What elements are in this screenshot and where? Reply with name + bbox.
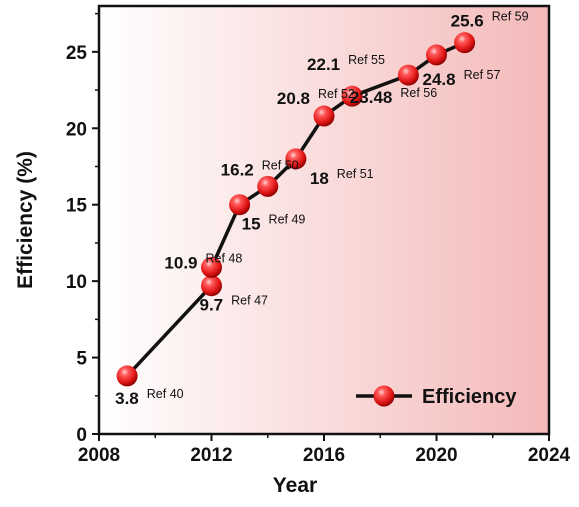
reference-label: Ref 52: [318, 87, 355, 101]
y-tick-label: 5: [76, 349, 87, 370]
point-annotation: 9.7 Ref 47: [200, 294, 269, 315]
reference-label: Ref 55: [348, 53, 385, 67]
x-tick-label: 2016: [303, 445, 345, 466]
point-annotation: 22.1 Ref 55: [307, 53, 385, 74]
reference-label: Ref 49: [269, 213, 306, 227]
data-point: [257, 175, 279, 197]
y-tick-label: 25: [66, 43, 88, 64]
data-point: [201, 275, 222, 297]
value-label: 16.2: [221, 160, 254, 179]
value-label: 18: [310, 169, 329, 188]
data-point: [116, 365, 138, 387]
point-annotation: 20.8 Ref 52: [277, 87, 355, 108]
reference-label: Ref 56: [400, 86, 437, 100]
legend: Efficiency: [356, 385, 517, 408]
point-annotation: 15 Ref 49: [242, 213, 306, 234]
value-label: 22.1: [307, 55, 340, 74]
y-tick-label: 20: [66, 119, 87, 140]
reference-label: Ref 50: [262, 158, 299, 172]
data-point: [313, 105, 335, 127]
legend-marker: [373, 385, 395, 407]
legend-label: Efficiency: [422, 386, 517, 408]
x-axis-title: Year: [273, 474, 317, 497]
y-tick-label: 10: [66, 272, 87, 293]
value-label: 9.7: [200, 296, 224, 315]
plot-frame: [97, 4, 551, 436]
data-point: [454, 32, 476, 54]
data-point: [229, 194, 251, 216]
point-annotation: 10.9 Ref 48: [164, 251, 242, 272]
data-point: [341, 85, 363, 107]
y-axis-title: Efficiency (%): [14, 151, 37, 289]
y-tick-label: 15: [66, 196, 88, 217]
point-annotation: 18 Ref 51: [310, 167, 374, 188]
value-label: 20.8: [277, 89, 310, 108]
value-label: 15: [242, 215, 261, 234]
y-tick-label: 0: [76, 425, 87, 446]
x-tick-label: 2024: [528, 445, 571, 466]
reference-label: Ref 48: [206, 251, 243, 265]
value-label: 25.6: [451, 12, 484, 31]
plot-background: [99, 6, 549, 434]
data-point: [426, 44, 447, 66]
point-annotation: 23.48 Ref 56: [350, 86, 437, 107]
point-annotation: 3.8 Ref 40: [115, 387, 184, 408]
reference-label: Ref 40: [147, 387, 184, 401]
x-tick-label: 2012: [190, 445, 232, 466]
value-label: 23.48: [350, 88, 393, 107]
point-annotation: 16.2 Ref 50: [221, 158, 299, 179]
value-label: 3.8: [115, 389, 139, 408]
data-point: [201, 256, 222, 278]
reference-label: Ref 57: [464, 68, 501, 82]
x-tick-label: 2008: [78, 445, 120, 466]
reference-label: Ref 47: [231, 294, 268, 308]
point-annotation: 25.6 Ref 59: [451, 10, 529, 31]
value-label: 24.8: [423, 70, 456, 89]
reference-label: Ref 59: [492, 10, 529, 24]
reference-label: Ref 51: [337, 167, 374, 181]
x-tick-label: 2020: [415, 445, 457, 466]
data-point: [397, 64, 419, 86]
data-point: [285, 148, 307, 170]
value-label: 10.9: [164, 253, 197, 272]
point-annotation: 24.8 Ref 57: [423, 68, 501, 89]
